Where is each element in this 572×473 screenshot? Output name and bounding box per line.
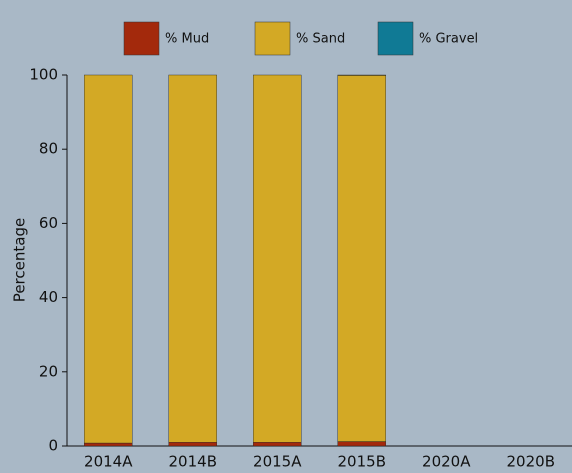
y-axis-label: Percentage <box>11 218 29 302</box>
legend-label: % Gravel <box>419 32 478 47</box>
y-tick-label: 20 <box>39 362 58 380</box>
legend-swatch <box>254 21 291 56</box>
y-tick-label: 80 <box>39 140 58 158</box>
bar-segment <box>337 441 386 447</box>
legend-swatch <box>123 21 160 56</box>
y-tick-label: 40 <box>39 288 58 306</box>
bar-segment <box>337 75 386 442</box>
bar-segment <box>84 74 133 444</box>
legend-label: % Mud <box>165 32 209 47</box>
x-tick-label: 2015A <box>253 453 302 471</box>
bar-segment <box>253 442 302 447</box>
legend-label: % Sand <box>296 32 345 47</box>
bar-segment <box>168 74 217 443</box>
y-tick-label: 100 <box>29 66 58 84</box>
bar-segment <box>253 74 302 443</box>
y-tick-label: 0 <box>48 437 58 455</box>
x-tick-label: 2014A <box>84 453 133 471</box>
y-tick-label: 60 <box>39 214 58 232</box>
x-tick-label: 2015B <box>338 453 386 471</box>
x-tick-label: 2014B <box>169 453 217 471</box>
legend-swatch <box>377 21 414 56</box>
x-tick-label: 2020B <box>507 453 555 471</box>
x-tick-label: 2020A <box>422 453 471 471</box>
bar-segment <box>84 442 133 447</box>
bar-segment <box>168 442 217 447</box>
